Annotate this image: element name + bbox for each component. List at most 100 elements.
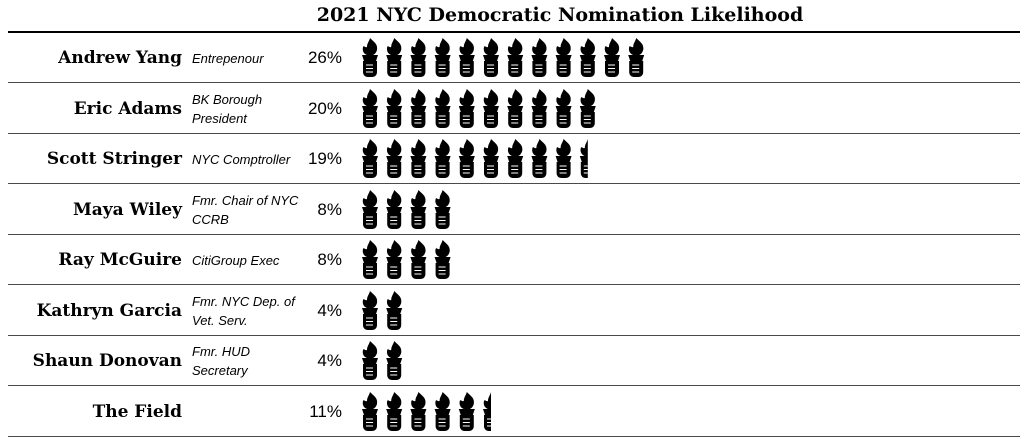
torch-icons: [362, 88, 596, 128]
torch-icon: [410, 88, 427, 128]
chart-row: The Field 11%: [8, 387, 1020, 437]
torch-icon: [386, 391, 403, 431]
row-divider: [8, 183, 1020, 184]
torch-icon: [434, 240, 451, 279]
candidate-role: Fmr. Chair of NYC CCRB: [192, 185, 300, 235]
candidate-role: Entrepenour: [192, 33, 300, 83]
torch-icon: [579, 38, 596, 77]
candidate-role: CitiGroup Exec: [192, 235, 300, 285]
torch-icon: [362, 189, 378, 229]
icon-bar: [360, 240, 1020, 282]
torch-icon: [386, 88, 403, 128]
icon-bar: [360, 391, 1020, 434]
chart-row: Andrew Yang Entrepenour 26%: [8, 33, 1020, 83]
candidate-name: Eric Adams: [73, 98, 182, 119]
row-divider: [8, 385, 1020, 386]
torch-icon: [434, 88, 451, 128]
torch-icon: [362, 38, 378, 77]
title-divider: [8, 31, 1020, 33]
torch-icon: [579, 139, 588, 178]
candidate-role: BK Borough President: [192, 84, 300, 134]
torch-icon: [579, 88, 596, 128]
percentage-label: 11%: [309, 401, 342, 421]
torch-icons: [362, 139, 588, 178]
torch-icon: [507, 38, 524, 77]
chart-row: Kathryn Garcia Fmr. NYC Dep. of Vet. Serv…: [8, 286, 1020, 336]
candidate-role-text: Fmr. NYC Dep. of Vet. Serv.: [192, 293, 295, 328]
chart-row: Scott Stringer NYC Comptroller 19%: [8, 134, 1020, 184]
row-divider: [8, 132, 1020, 134]
torch-icon: [362, 290, 378, 330]
candidate-name: Andrew Yang: [58, 48, 182, 68]
torch-icon: [458, 38, 475, 77]
torch-icon: [434, 189, 451, 229]
torch-icon: [386, 240, 403, 279]
torch-icons: [362, 240, 451, 279]
candidate-role-text: Fmr. Chair of NYC CCRB: [192, 192, 299, 227]
torch-icon: [507, 139, 524, 178]
row-divider: [8, 82, 1020, 83]
torch-icon: [604, 38, 620, 77]
candidate-name: Kathryn Garcia: [36, 300, 182, 321]
candidate-role-text: NYC Comptroller: [192, 151, 291, 167]
torch-icon: [483, 139, 499, 178]
row-divider: [8, 334, 1020, 336]
torch-icon: [386, 341, 403, 380]
icon-bar: [360, 341, 1020, 383]
candidate-role: NYC Comptroller: [192, 134, 300, 184]
torch-icon: [531, 139, 548, 178]
chart-title: 2021 NYC Democratic Nomination Likelihoo…: [316, 4, 804, 26]
torch-icon: [386, 290, 403, 330]
candidate-name: Maya Wiley: [72, 199, 182, 220]
torch-icon: [362, 139, 378, 178]
candidate-role: Fmr. NYC Dep. of Vet. Serv.: [192, 286, 300, 336]
torch-icon: [555, 38, 572, 77]
candidate-role-text: Fmr. HUD Secretary: [192, 344, 251, 378]
icon-bar: [360, 88, 1020, 131]
candidate-role-text: Entrepenour: [192, 50, 264, 66]
row-divider: [8, 284, 1020, 285]
torch-icon: [410, 240, 427, 279]
torch-icon: [386, 38, 403, 77]
candidate-role: Fmr. HUD Secretary: [192, 336, 300, 386]
torch-icon: [362, 391, 378, 431]
torch-icons: [362, 290, 403, 330]
candidate-name: Shaun Donovan: [32, 351, 182, 371]
chart-row: Maya Wiley Fmr. Chair of NYC CCRB 8%: [8, 185, 1020, 235]
torch-icon: [531, 88, 548, 128]
candidate-name: Ray McGuire: [58, 250, 182, 270]
torch-icon: [483, 88, 499, 128]
candidate-role-text: CitiGroup Exec: [192, 252, 280, 268]
candidate-role: [192, 387, 300, 437]
chart-row: Eric Adams BK Borough President 20%: [8, 84, 1020, 134]
candidate-name: Scott Stringer: [46, 149, 182, 169]
icon-bar: [360, 38, 1020, 80]
chart-row: Shaun Donovan Fmr. HUD Secretary 4%: [8, 336, 1020, 386]
torch-icon: [362, 341, 378, 380]
percentage-label: 20%: [307, 98, 342, 118]
icon-bar: [360, 139, 1020, 181]
row-divider: [8, 435, 1020, 437]
torch-icon: [483, 391, 491, 431]
torch-icon: [434, 38, 451, 77]
chart-row: Ray McGuire CitiGroup Exec 8%: [8, 235, 1020, 285]
torch-icon: [555, 88, 572, 128]
torch-icons: [362, 391, 491, 431]
candidate-role-text: BK Borough President: [192, 91, 263, 126]
torch-icons: [362, 189, 451, 229]
torch-icon: [458, 88, 475, 128]
candidate-name: The Field: [92, 401, 182, 422]
percentage-label: 26%: [307, 48, 342, 67]
torch-icon: [386, 139, 403, 178]
torch-icon: [362, 240, 378, 279]
icon-bar: [360, 290, 1020, 333]
torch-icon: [410, 139, 427, 178]
torch-icon: [410, 391, 427, 431]
torch-icon: [362, 88, 378, 128]
torch-icon: [628, 38, 645, 77]
torch-icons: [362, 38, 645, 77]
torch-icon: [531, 38, 548, 77]
torch-icon: [410, 38, 427, 77]
torch-icon: [507, 88, 524, 128]
